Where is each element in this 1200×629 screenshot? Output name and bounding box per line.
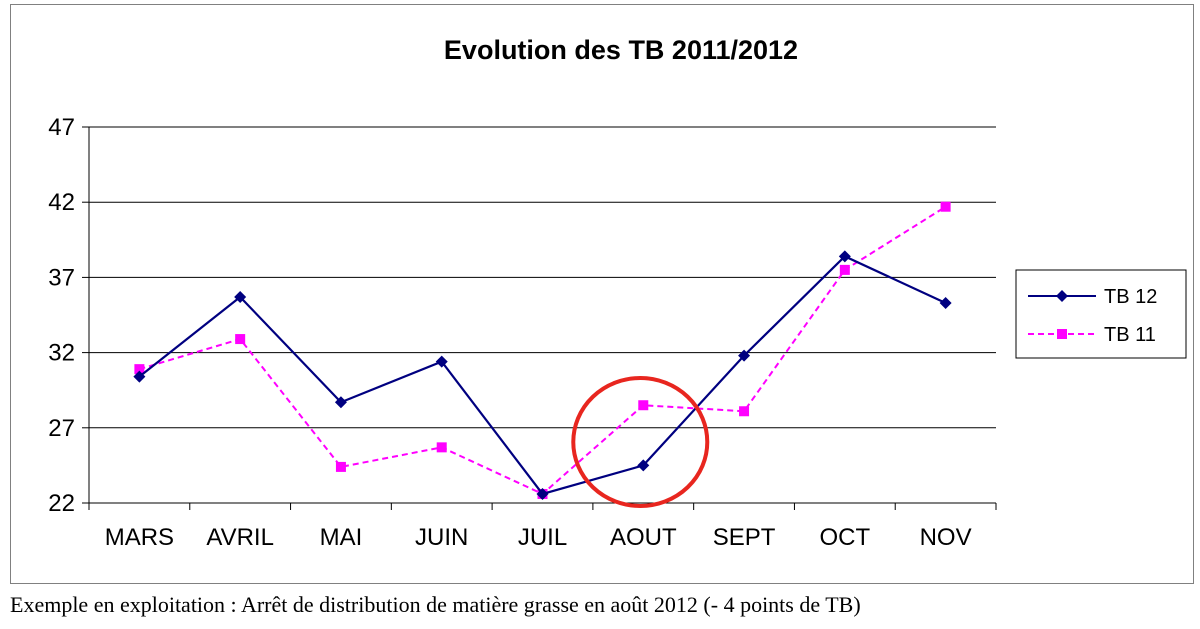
data-point: [638, 400, 649, 411]
highlight-circle: [571, 376, 710, 508]
legend-label: TB 12: [1104, 286, 1157, 308]
caption: Exemple en exploitation : Arrêt de distr…: [10, 592, 861, 617]
x-tick-label: JUIL: [518, 524, 567, 551]
x-tick-label: SEPT: [713, 524, 776, 551]
series-line: [138, 255, 947, 496]
data-point: [436, 442, 447, 453]
legend-box: [1015, 269, 1187, 359]
data-point: [536, 487, 549, 500]
data-point: [435, 355, 448, 368]
data-point: [940, 201, 951, 212]
x-tick-label: MARS: [105, 524, 174, 551]
series-tb-11: [134, 201, 951, 499]
y-tick-label: 42: [48, 189, 75, 216]
y-tick-label: 32: [48, 340, 75, 367]
y-tick-label: 37: [48, 264, 75, 291]
data-point: [839, 264, 850, 275]
x-tick-label: NOV: [920, 524, 972, 551]
y-tick-label: 47: [48, 114, 75, 141]
chart-title: Evolution des TB 2011/2012: [444, 35, 798, 65]
x-tick-label: AVRIL: [206, 524, 274, 551]
data-point: [234, 290, 247, 303]
x-tick-label: MAI: [320, 524, 363, 551]
data-point: [134, 364, 145, 375]
y-tick-label: 27: [48, 415, 75, 442]
data-point: [335, 461, 346, 472]
data-point: [939, 296, 952, 309]
x-tick-label: OCT: [819, 524, 870, 551]
data-point: [838, 250, 851, 263]
data-point: [637, 459, 650, 472]
line-chart: Evolution des TB 2011/2012 22 27 32 37 42 47 M…: [48, 35, 1187, 551]
data-point: [1057, 329, 1067, 339]
data-point: [235, 334, 246, 345]
series-tb-12: [133, 250, 952, 500]
data-point: [1056, 290, 1068, 302]
data-point: [739, 406, 750, 417]
chart-frame: Evolution des TB 2011/2012 22 27 32 37 42 47 M…: [10, 4, 1194, 584]
x-tick-label: JUIN: [415, 524, 468, 551]
x-tick-label: AOUT: [610, 524, 677, 551]
legend: TB 12 TB 11: [1015, 269, 1187, 359]
data-point: [334, 396, 347, 409]
series-line: [139, 205, 947, 496]
data-point: [738, 349, 751, 362]
data-point: [133, 370, 146, 383]
y-tick-label: 22: [48, 490, 75, 517]
legend-label: TB 11: [1104, 324, 1156, 346]
